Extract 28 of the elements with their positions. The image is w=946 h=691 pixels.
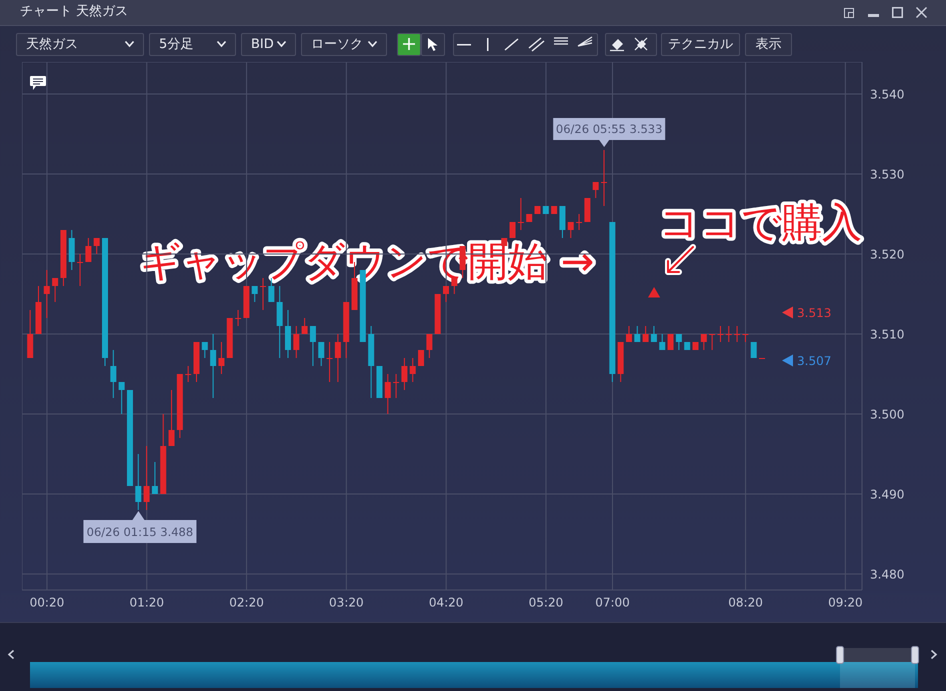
- dropdown: 5分足: [149, 33, 236, 56]
- annotation: 06/26 05:55 3.533: [556, 122, 662, 136]
- x-tick-label: 01:20: [129, 596, 164, 610]
- x-tick-label: 07:00: [595, 596, 630, 610]
- annotation: 3.513: [797, 306, 832, 320]
- dropdown: ローソク: [301, 33, 387, 56]
- x-tick-label: 08:20: [728, 596, 763, 610]
- dropdown: 天然ガス: [16, 33, 144, 56]
- button: 表示: [745, 33, 792, 56]
- y-tick-label: 3.490: [870, 487, 904, 502]
- x-tick-label: 04:20: [428, 596, 464, 610]
- button: テクニカル: [661, 33, 740, 56]
- y-tick-label: 3.540: [870, 87, 904, 102]
- chart-title: チャート 天然ガス: [20, 4, 128, 20]
- x-tick-label: 05:20: [528, 596, 564, 610]
- annotation: 06/26 01:15 3.488: [86, 525, 194, 539]
- y-tick-label: 3.520: [870, 247, 904, 262]
- y-tick-label: 3.480: [870, 567, 904, 582]
- y-tick-label: 3.530: [870, 167, 904, 182]
- dropdown: BID: [241, 33, 296, 56]
- y-tick-label: 3.500: [870, 407, 904, 422]
- annotation: 3.507: [797, 354, 832, 368]
- x-tick-label: 00:20: [30, 596, 64, 610]
- annotation: ココで購入: [659, 200, 862, 246]
- x-tick-label: 02:20: [229, 596, 264, 610]
- x-tick-label: 09:20: [828, 596, 863, 610]
- y-tick-label: 3.510: [870, 327, 904, 342]
- x-tick-label: 03:20: [329, 596, 364, 610]
